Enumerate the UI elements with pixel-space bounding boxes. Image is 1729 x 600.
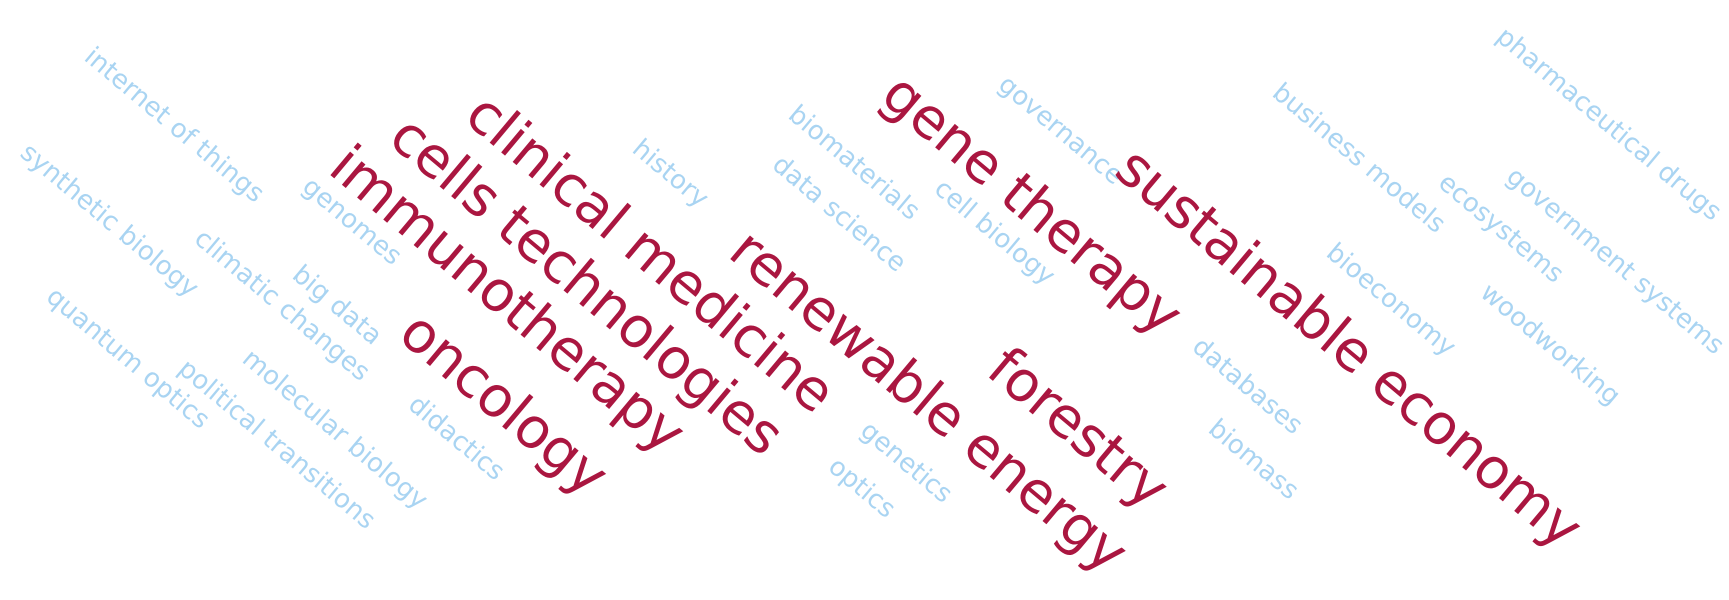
keyword-business-models: business models: [1266, 77, 1452, 240]
keyword-sustainable-economy: sustainable economy: [1103, 134, 1595, 562]
keyword-woodworking: woodworking: [1474, 277, 1626, 412]
keyword-databases: databases: [1186, 331, 1309, 441]
keyword-history: history: [626, 133, 715, 214]
keyword-synthetic-biology: synthetic biology: [14, 137, 205, 304]
keyword-internet-of-things: internet of things: [78, 41, 270, 209]
